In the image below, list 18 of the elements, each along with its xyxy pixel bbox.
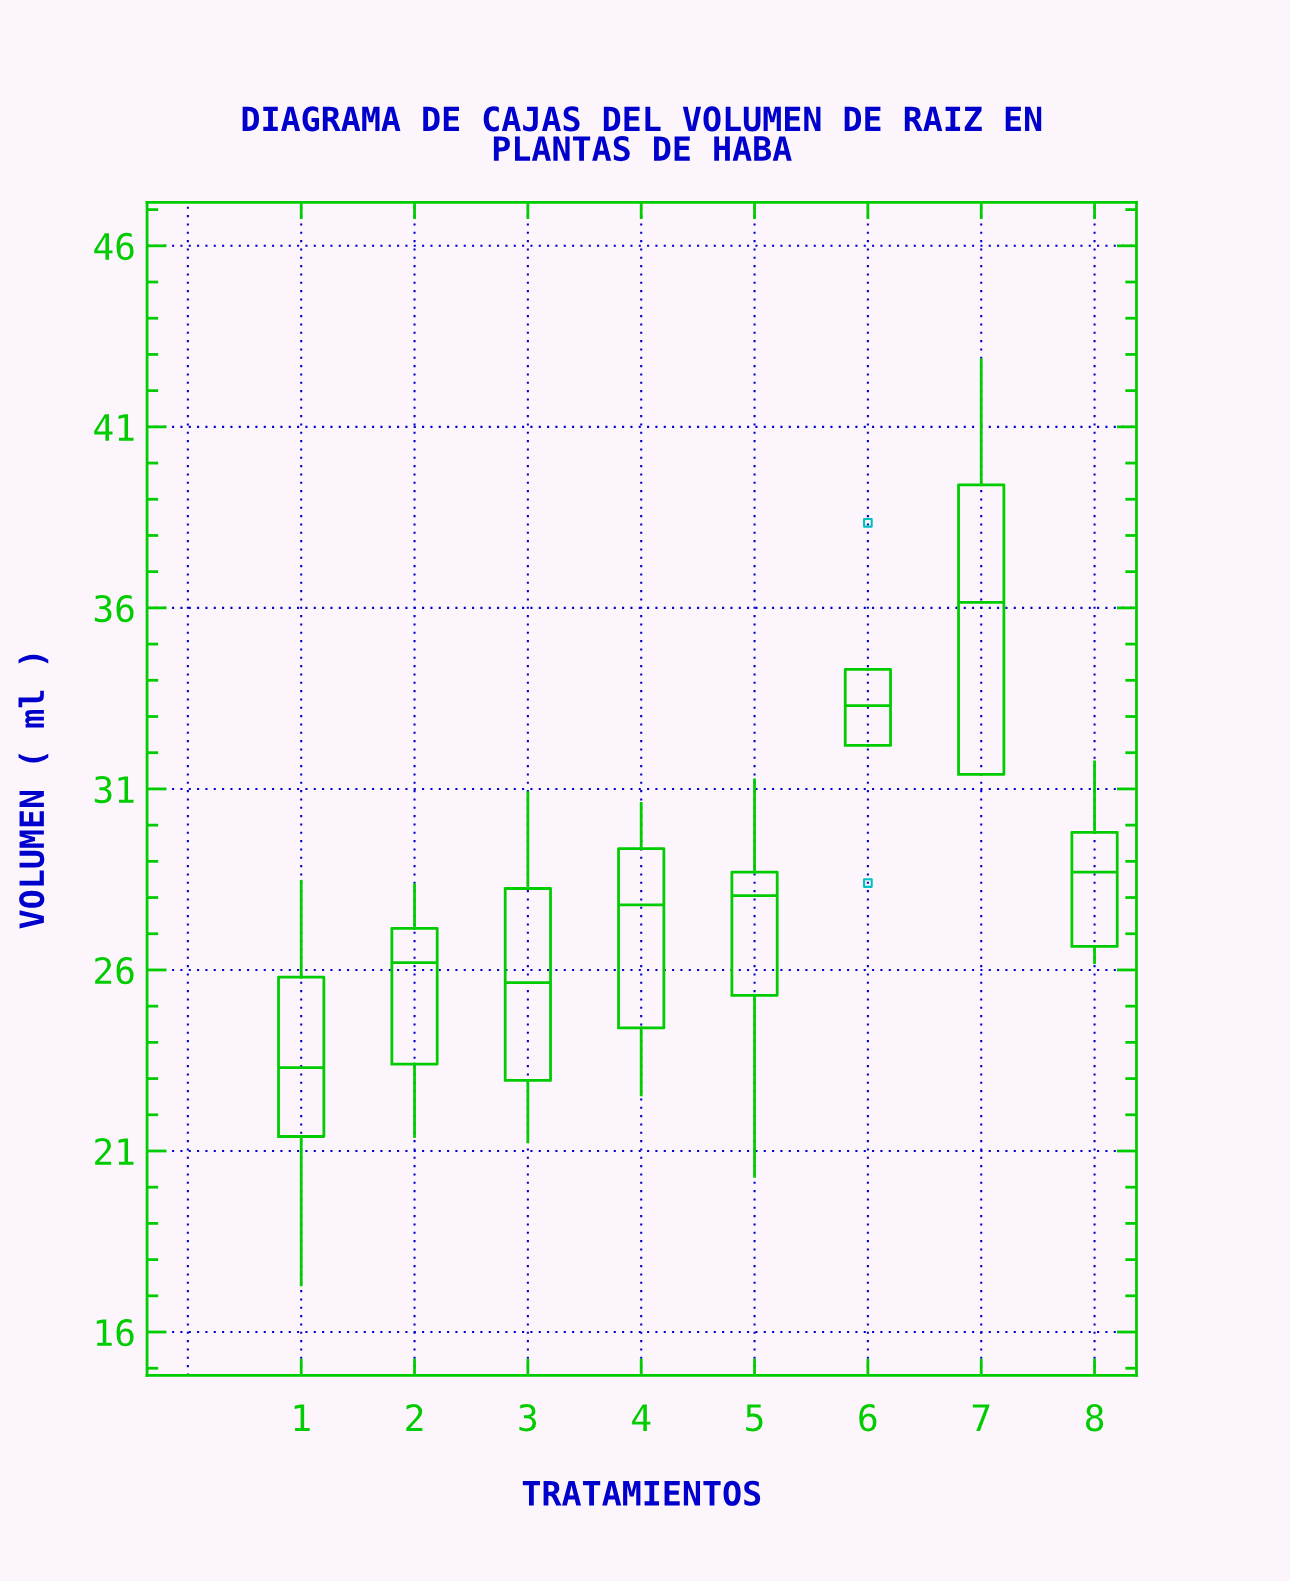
chart-title: DIAGRAMA DE CAJAS DEL VOLUMEN DE RAIZ EN PLANTAS DE HABA (242, 106, 1042, 162)
x-tick-label: 8 (1085, 1404, 1104, 1432)
y-tick-label: 16 (96, 1319, 134, 1347)
y-tick-label: 46 (94, 232, 134, 261)
x-tick-label: 7 (972, 1404, 990, 1431)
x-tick-label: 1 (294, 1404, 310, 1431)
x-tick-label: 5 (746, 1404, 763, 1432)
x-tick-label: 3 (519, 1404, 537, 1432)
y-tick-label: 36 (94, 594, 134, 623)
y-tick-label: 41 (94, 414, 134, 441)
x-tick-label: 2 (406, 1404, 423, 1431)
y-tick-label: 21 (95, 1138, 134, 1165)
x-axis-title: TRATAMIENTOS (522, 1480, 761, 1506)
y-axis-title: VOLUMEN ( ml ) (18, 654, 49, 929)
x-tick-label: 4 (632, 1404, 651, 1431)
x-tick-label: 6 (859, 1404, 877, 1432)
y-tick-label: 31 (94, 775, 134, 804)
y-tick-label: 26 (95, 956, 134, 985)
